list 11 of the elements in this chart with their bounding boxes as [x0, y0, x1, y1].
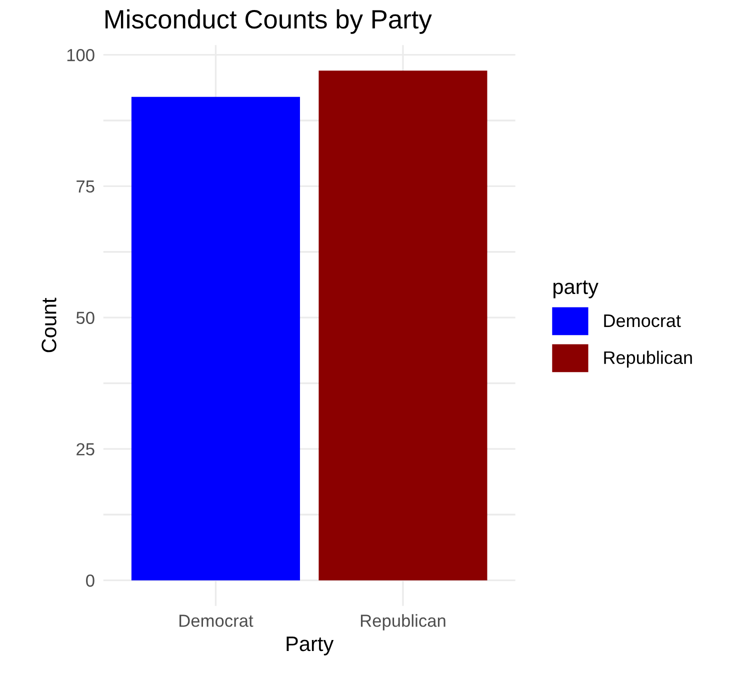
y-tick-label: 25 [76, 443, 94, 456]
y-axis-title: Count [42, 298, 56, 352]
chart-title: Misconduct Counts by Party [106, 9, 432, 34]
y-tick-label: 100 [67, 48, 94, 62]
legend-title: party [554, 280, 598, 298]
x-axis-title: Party [286, 636, 334, 656]
legend-label: Republican [604, 350, 692, 368]
y-tick-label: 50 [76, 312, 94, 324]
y-tick-label: 75 [76, 180, 94, 193]
legend-label: Democrat [604, 314, 681, 328]
y-tick-label: 0 [86, 574, 94, 587]
